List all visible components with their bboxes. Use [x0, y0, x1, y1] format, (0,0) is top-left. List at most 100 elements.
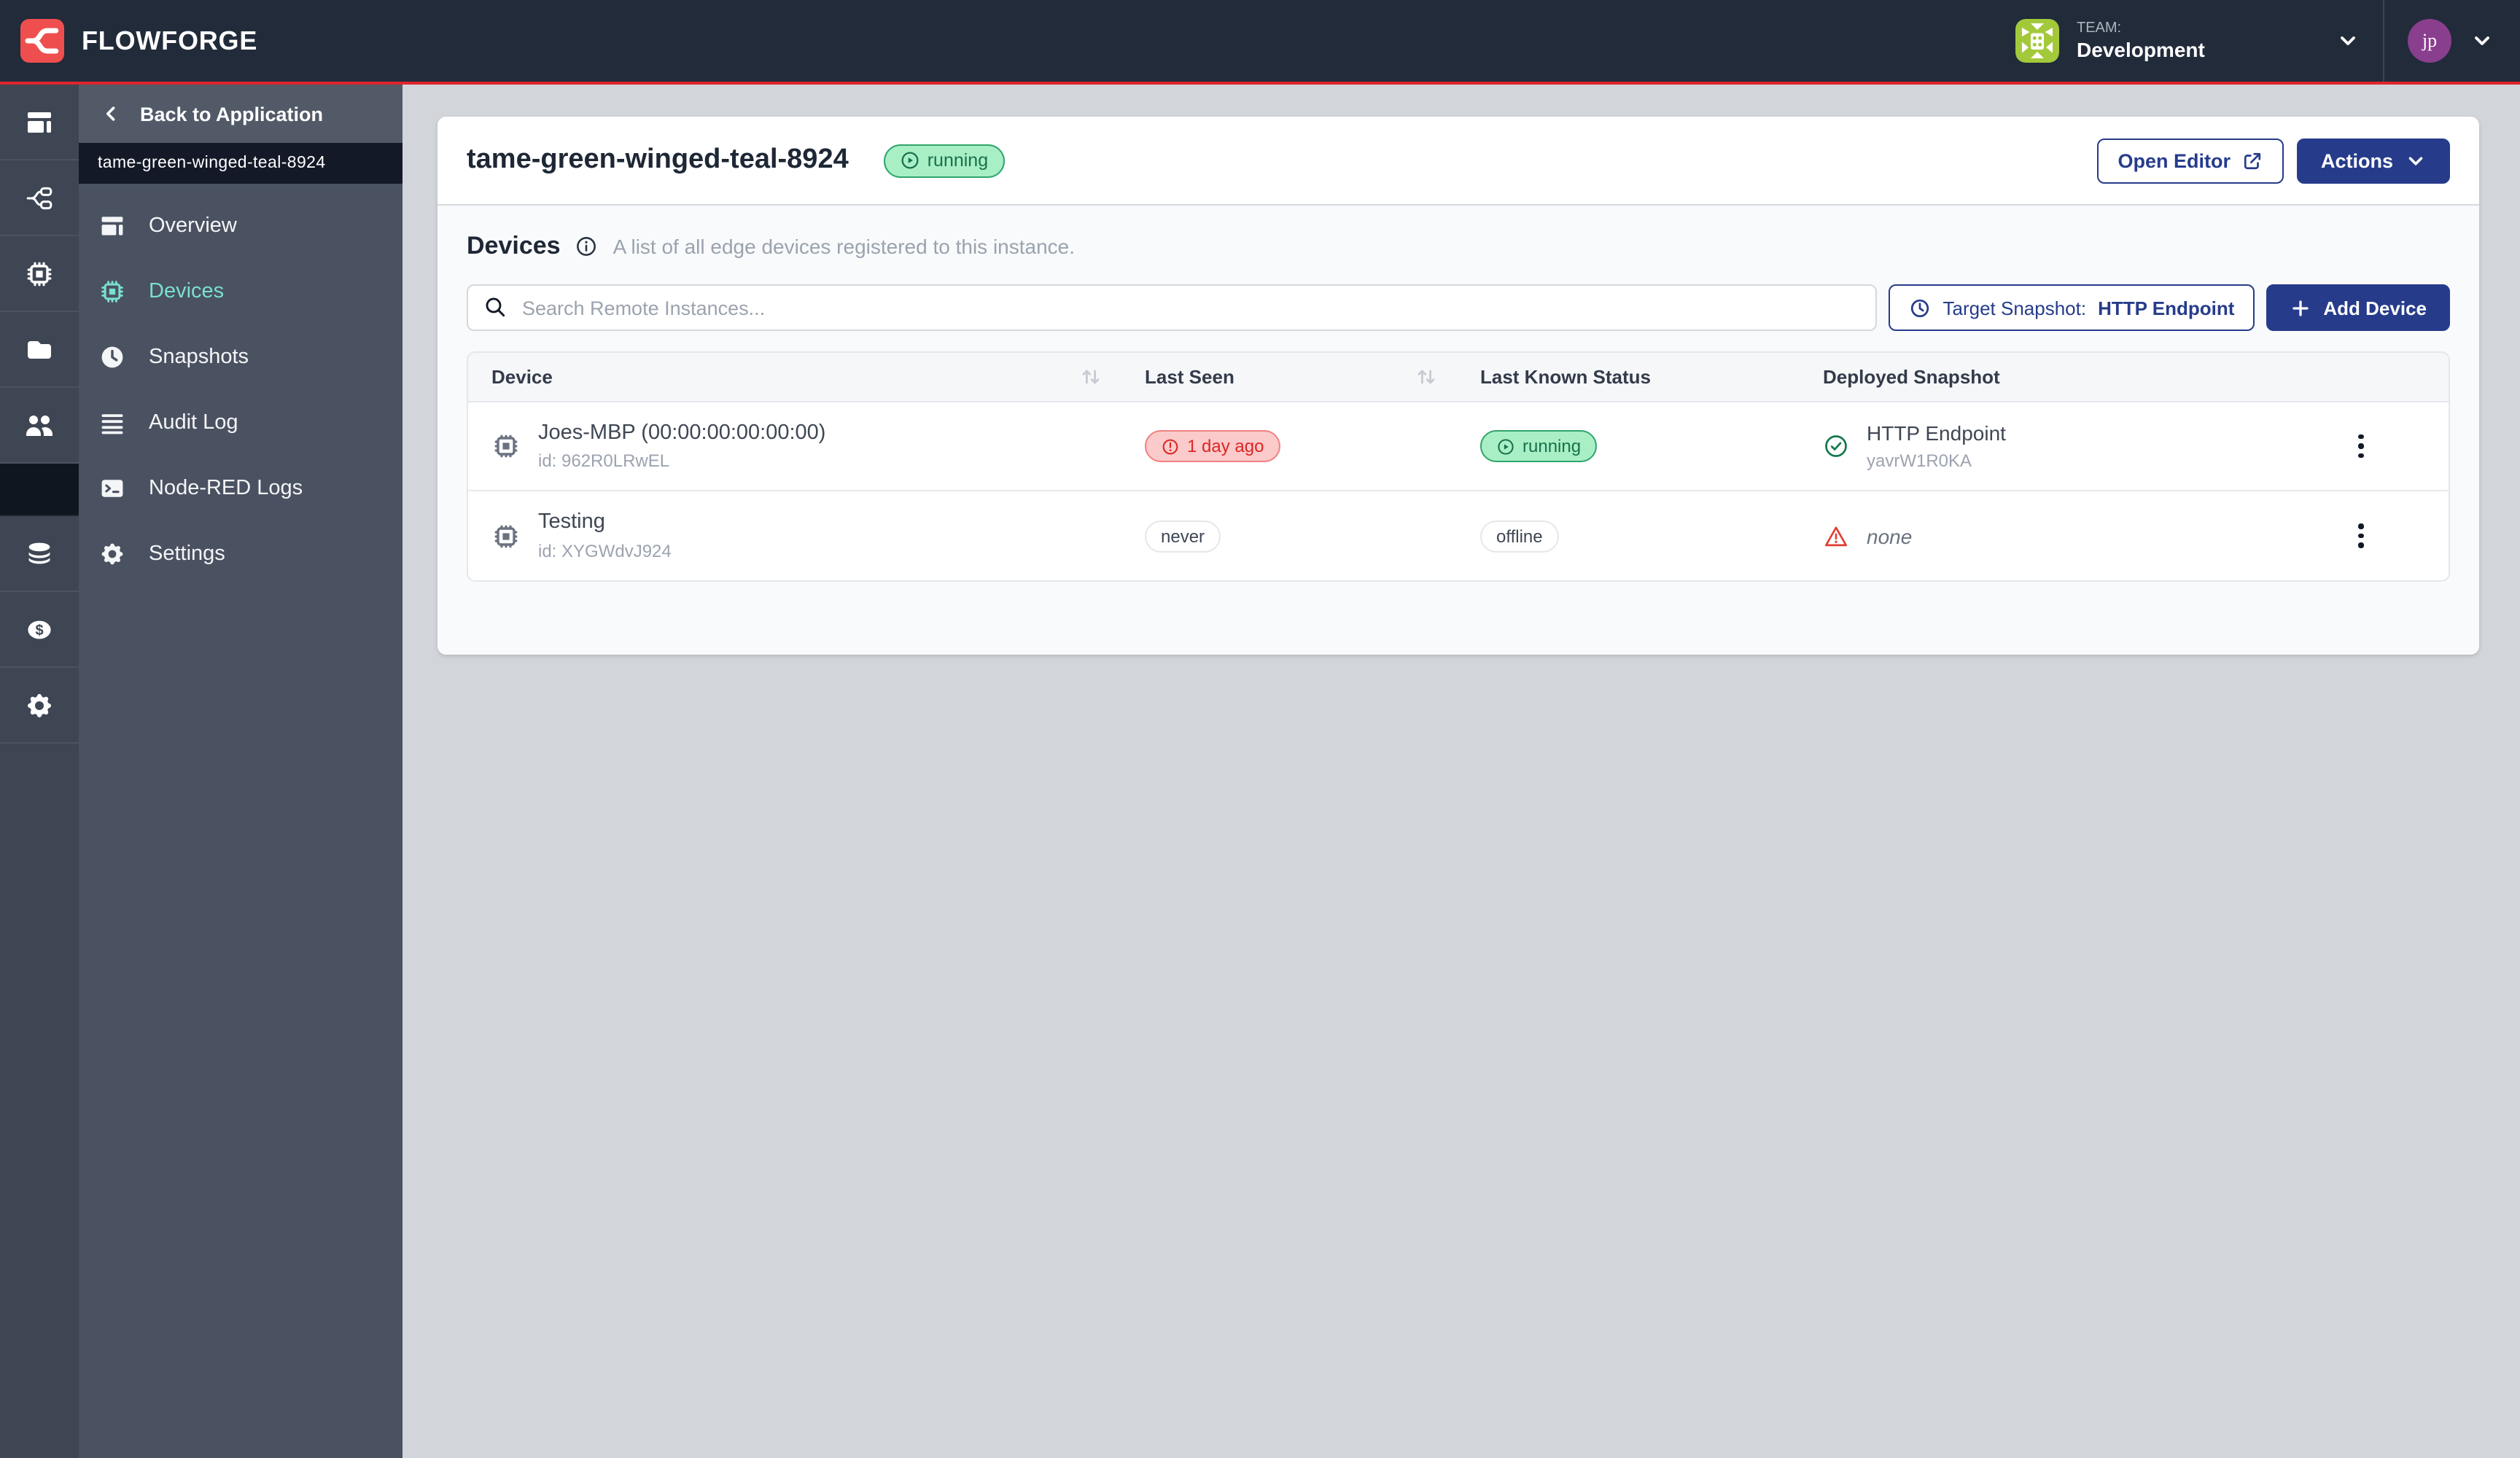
instance-name: tame-green-winged-teal-8924	[79, 143, 402, 184]
row-kebab-menu[interactable]	[2347, 515, 2376, 557]
external-link-icon	[2244, 152, 2262, 169]
device-id: id: XYGWdvJ924	[538, 540, 672, 561]
plus-icon	[2292, 300, 2309, 316]
last-seen-badge: never	[1145, 520, 1221, 552]
back-label: Back to Application	[140, 103, 324, 125]
list-icon	[101, 413, 123, 434]
team-settings-icon[interactable]	[0, 668, 79, 744]
chevron-left-icon	[106, 106, 115, 121]
snapshot-name: none	[1867, 524, 1913, 547]
team-nav-rail: $	[0, 85, 79, 1458]
navbar-right: TEAM: Development jp	[2015, 0, 2494, 82]
gear-icon	[101, 542, 123, 564]
team-avatar	[2015, 19, 2059, 63]
chip-icon	[101, 280, 123, 302]
device-status-badge: offline	[1480, 520, 1559, 552]
column-header-device[interactable]: Device	[468, 366, 1121, 388]
instance-card: tame-green-winged-teal-8924 running Open…	[438, 117, 2479, 655]
brand-home-link[interactable]: FLOWFORGE	[20, 19, 257, 63]
device-name: Testing	[538, 510, 605, 534]
snapshot-name: HTTP Endpoint	[1867, 421, 2006, 445]
sidebar-item-settings[interactable]: Settings	[79, 521, 402, 586]
search-icon	[486, 297, 505, 317]
sidebar-item-label: Audit Log	[149, 410, 238, 434]
section-title: Devices	[467, 232, 561, 260]
last-seen-badge: 1 day ago	[1145, 430, 1280, 462]
sidebar-item-label: Settings	[149, 542, 225, 565]
device-status-badge: running	[1480, 430, 1598, 462]
add-device-button[interactable]: Add Device	[2266, 284, 2450, 331]
instance-status-badge: running	[883, 144, 1005, 177]
user-avatar: jp	[2408, 19, 2451, 63]
sidebar-item-label: Snapshots	[149, 345, 249, 368]
team-selector[interactable]: TEAM: Development	[2015, 19, 2360, 63]
billing-icon[interactable]: $	[0, 592, 79, 668]
top-navbar: FLOWFORGE	[0, 0, 2520, 82]
exclamation-circle-icon	[1162, 438, 1178, 454]
table-row-device-testing[interactable]: Testing id: XYGWdvJ924 never	[468, 491, 2449, 580]
sidebar-item-label: Node-RED Logs	[149, 476, 303, 499]
instance-header: tame-green-winged-teal-8924 running Open…	[438, 117, 2479, 206]
devices-icon[interactable]	[0, 236, 79, 312]
template-icon	[101, 216, 123, 235]
clock-icon	[1911, 298, 1929, 317]
brand-name: FLOWFORGE	[82, 26, 258, 55]
chip-icon	[494, 523, 518, 548]
team-name: Development	[2077, 37, 2205, 61]
library-icon[interactable]	[0, 312, 79, 388]
section-subtitle: A list of all edge devices registered to…	[612, 235, 1076, 258]
chip-icon	[494, 434, 518, 459]
flowforge-logo-icon	[20, 19, 64, 63]
sidebar-item-overview[interactable]: Overview	[79, 192, 402, 258]
sidebar-item-label: Overview	[149, 214, 237, 237]
device-id: id: 962R0LRwEL	[538, 451, 670, 471]
table-row-device-joes-mbp[interactable]: Joes-MBP (00:00:00:00:00:00) id: 962R0LR…	[468, 402, 2449, 491]
devices-table: Device Last Seen Last Known Status	[467, 351, 2450, 582]
sort-icon[interactable]	[1416, 367, 1436, 386]
chevron-down-icon	[2408, 156, 2423, 165]
pipelines-icon[interactable]	[0, 160, 79, 236]
sidebar-item-node-red-logs[interactable]: Node-RED Logs	[79, 455, 402, 521]
target-snapshot-button[interactable]: Target Snapshot: HTTP Endpoint	[1889, 284, 2255, 331]
device-name: Joes-MBP (00:00:00:00:00:00)	[538, 421, 826, 445]
back-to-application[interactable]: Back to Application	[79, 85, 402, 143]
instance-menu: Overview Devices Snapshots Audit	[79, 192, 402, 586]
play-circle-icon	[901, 152, 919, 169]
check-circle-icon	[1825, 435, 1847, 457]
snapshot-id: yavrW1R0KA	[1867, 450, 1972, 471]
clock-icon	[101, 346, 123, 367]
instance-sidebar: Back to Application tame-green-winged-te…	[79, 85, 402, 1458]
applications-icon[interactable]	[0, 85, 79, 160]
user-menu[interactable]: jp	[2408, 19, 2494, 63]
play-circle-icon	[1498, 438, 1514, 454]
table-header: Device Last Seen Last Known Status	[468, 353, 2449, 402]
page-title: tame-green-winged-teal-8924	[467, 144, 849, 175]
sidebar-item-devices[interactable]: Devices	[79, 258, 402, 324]
main-content: tame-green-winged-teal-8924 running Open…	[402, 85, 2520, 1458]
rail-active-indicator	[0, 464, 79, 516]
actions-button[interactable]: Actions	[2297, 138, 2450, 183]
terminal-icon	[101, 479, 123, 496]
brand-accent-line	[0, 82, 2520, 85]
warning-triangle-icon	[1824, 526, 1848, 546]
svg-text:$: $	[35, 622, 43, 638]
navbar-divider	[2383, 0, 2384, 82]
broker-icon[interactable]	[0, 516, 79, 592]
chevron-down-icon	[2475, 36, 2489, 45]
sort-icon[interactable]	[1081, 367, 1101, 386]
sidebar-item-label: Devices	[149, 279, 225, 303]
info-icon[interactable]	[575, 235, 599, 258]
row-kebab-menu[interactable]	[2347, 426, 2376, 467]
team-label: TEAM:	[2077, 20, 2122, 37]
members-icon[interactable]	[0, 388, 79, 464]
chevron-down-icon	[2341, 36, 2355, 45]
column-header-deployed-snapshot: Deployed Snapshot	[1823, 366, 2000, 388]
sidebar-item-snapshots[interactable]: Snapshots	[79, 324, 402, 389]
column-header-last-seen[interactable]: Last Seen	[1121, 366, 1457, 388]
search-field	[467, 284, 1878, 331]
open-editor-button[interactable]: Open Editor	[2097, 138, 2284, 183]
search-input[interactable]	[467, 284, 1878, 331]
sidebar-item-audit-log[interactable]: Audit Log	[79, 389, 402, 455]
column-header-last-known-status: Last Known Status	[1480, 366, 1652, 388]
